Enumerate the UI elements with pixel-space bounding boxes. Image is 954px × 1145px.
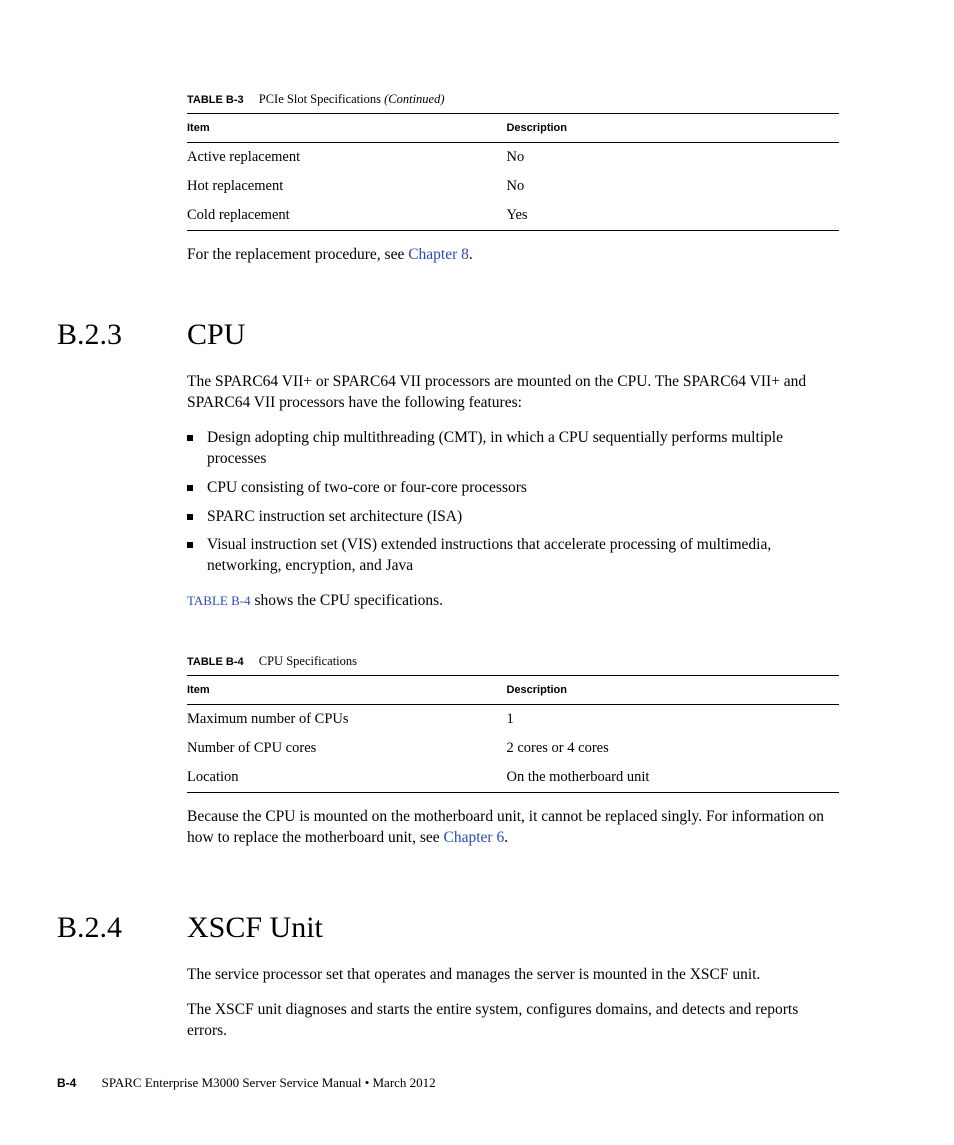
para-text: For the replacement procedure, see	[187, 246, 408, 263]
table-row: Number of CPU cores 2 cores or 4 cores	[187, 734, 839, 763]
table-b4-col-desc: Description	[506, 676, 839, 705]
table-header-row: Item Description	[187, 676, 839, 705]
table-cell: Maximum number of CPUs	[187, 705, 506, 735]
table-cell: Cold replacement	[187, 201, 506, 231]
table-row: Maximum number of CPUs 1	[187, 705, 839, 735]
chapter-8-link[interactable]: Chapter 8	[408, 246, 469, 263]
table-row: Active replacement No	[187, 143, 839, 173]
table-cell: No	[506, 172, 839, 201]
table-b4-caption: TABLE B-4 CPU Specifications	[187, 654, 839, 669]
heading-b24-row: B.2.4 XSCF Unit	[187, 911, 839, 945]
heading-b23-row: B.2.3 CPU	[187, 318, 839, 352]
para-text: shows the CPU specifications.	[251, 592, 443, 609]
heading-b23-num: B.2.3	[57, 318, 122, 352]
b24-p1: The service processor set that operates …	[187, 965, 839, 986]
para-after-b3: For the replacement procedure, see Chapt…	[187, 245, 839, 266]
table-b4-ref-link[interactable]: TABLE B-4	[187, 593, 251, 608]
table-b3-title: PCIe Slot Specifications	[259, 92, 381, 106]
spacer	[187, 626, 839, 654]
b24-p2: The XSCF unit diagnoses and starts the e…	[187, 1000, 839, 1042]
chapter-6-link[interactable]: Chapter 6	[444, 829, 505, 846]
table-cell: 1	[506, 705, 839, 735]
heading-b24-num: B.2.4	[57, 911, 122, 945]
table-cell: Location	[187, 763, 506, 793]
heading-b24-title: XSCF Unit	[187, 911, 839, 945]
page-footer: B-4 SPARC Enterprise M3000 Server Servic…	[57, 1075, 839, 1091]
table-b3-caption: TABLE B-3 PCIe Slot Specifications (Cont…	[187, 92, 839, 107]
table-cell: 2 cores or 4 cores	[506, 734, 839, 763]
table-b3-continued: (Continued)	[384, 92, 444, 106]
b23-table-lead: TABLE B-4 shows the CPU specifications.	[187, 591, 839, 612]
table-b4-col-item: Item	[187, 676, 506, 705]
page-content: TABLE B-3 PCIe Slot Specifications (Cont…	[187, 92, 839, 1056]
table-cell: Active replacement	[187, 143, 506, 173]
table-cell: Hot replacement	[187, 172, 506, 201]
list-item: SPARC instruction set architecture (ISA)	[187, 507, 839, 528]
heading-b23-title: CPU	[187, 318, 839, 352]
para-text: .	[504, 829, 508, 846]
table-b3: Item Description Active replacement No H…	[187, 113, 839, 231]
para-text: .	[469, 246, 473, 263]
table-b3-col-desc: Description	[506, 114, 839, 143]
b23-feature-list: Design adopting chip multithreading (CMT…	[187, 428, 839, 578]
b23-after-table: Because the CPU is mounted on the mother…	[187, 807, 839, 849]
table-row: Cold replacement Yes	[187, 201, 839, 231]
table-cell: On the motherboard unit	[506, 763, 839, 793]
table-b4-label: TABLE B-4	[187, 656, 244, 668]
table-cell: Yes	[506, 201, 839, 231]
table-b4-title: CPU Specifications	[259, 654, 357, 668]
table-row: Location On the motherboard unit	[187, 763, 839, 793]
table-row: Hot replacement No	[187, 172, 839, 201]
footer-doc-title: SPARC Enterprise M3000 Server Service Ma…	[102, 1075, 436, 1090]
table-header-row: Item Description	[187, 114, 839, 143]
page-number: B-4	[57, 1076, 76, 1090]
list-item: CPU consisting of two-core or four-core …	[187, 478, 839, 499]
table-b3-col-item: Item	[187, 114, 506, 143]
list-item: Design adopting chip multithreading (CMT…	[187, 428, 839, 470]
list-item: Visual instruction set (VIS) extended in…	[187, 535, 839, 577]
table-cell: Number of CPU cores	[187, 734, 506, 763]
b23-intro: The SPARC64 VII+ or SPARC64 VII processo…	[187, 372, 839, 414]
table-b3-label: TABLE B-3	[187, 94, 244, 106]
table-cell: No	[506, 143, 839, 173]
table-b4: Item Description Maximum number of CPUs …	[187, 675, 839, 793]
